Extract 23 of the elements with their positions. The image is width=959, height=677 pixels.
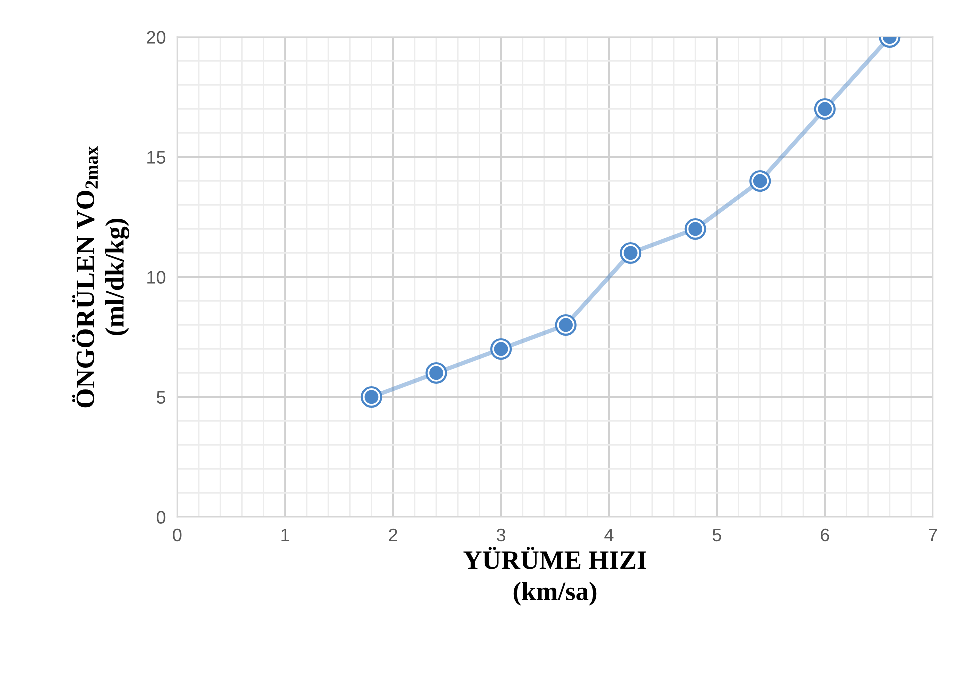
- y-tick-label: 10: [148, 271, 166, 284]
- y-tick-label: 5: [156, 391, 166, 404]
- point: [426, 362, 448, 384]
- x-tick-label: 3: [496, 528, 506, 542]
- x-tick-label: 7: [929, 529, 938, 542]
- point: [555, 314, 577, 336]
- y-tick-label: 15: [148, 151, 166, 164]
- point: [620, 242, 642, 264]
- point: [684, 218, 706, 240]
- x-tick-label: 0: [173, 528, 182, 542]
- x-tick-label: 5: [712, 529, 722, 542]
- x-tick-label: 2: [389, 528, 398, 542]
- point: [750, 170, 772, 192]
- x-tick-label: 4: [604, 529, 614, 542]
- point: [360, 386, 383, 408]
- point: [490, 338, 512, 360]
- x-axis-title: YÜRÜME HIZI (km/sa): [464, 547, 646, 606]
- y-tick-label: 20: [147, 31, 166, 44]
- x-tick-label: 6: [821, 528, 830, 542]
- text: ÖNGÖRÜLEN VO$_{2max}$ (ml/dk/kg): [72, 146, 130, 408]
- point: [814, 98, 836, 120]
- y-tick-label: 0: [156, 511, 166, 524]
- x-tick-label: 1: [282, 529, 290, 542]
